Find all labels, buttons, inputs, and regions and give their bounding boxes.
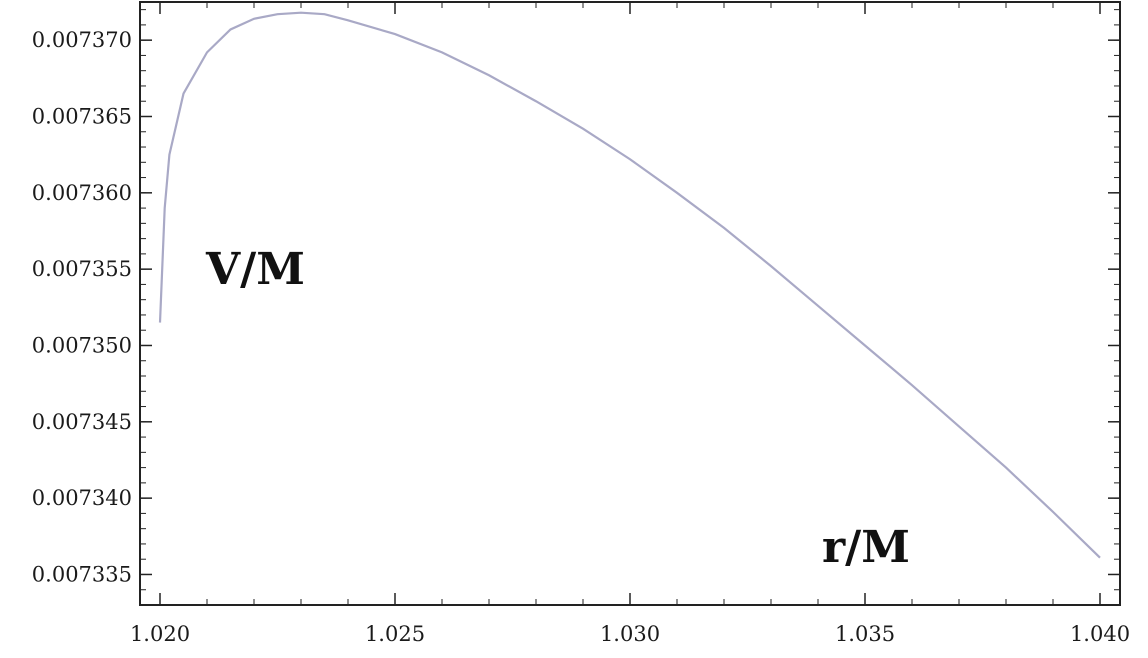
y-tick-label: 0.007350 <box>32 333 132 357</box>
y-tick-label: 0.007345 <box>32 410 132 434</box>
y-tick-label: 0.007360 <box>32 181 132 205</box>
x-tick-label: 1.030 <box>600 622 660 646</box>
x-axis-label: r/M <box>822 522 910 573</box>
y-tick-label: 0.007335 <box>32 562 132 586</box>
y-tick-label: 0.007370 <box>32 28 132 52</box>
y-tick-label: 0.007340 <box>32 486 132 510</box>
x-tick-label: 1.035 <box>835 622 895 646</box>
tick-marks <box>140 2 1120 606</box>
x-tick-label: 1.040 <box>1070 622 1130 646</box>
plot-frame <box>139 1 1121 606</box>
y-tick-label: 0.007355 <box>32 257 132 281</box>
x-tick-labels: 1.020 1.025 1.030 1.035 1.040 <box>130 622 1130 646</box>
y-axis-label: V/M <box>205 244 305 295</box>
x-tick-label: 1.025 <box>365 622 425 646</box>
y-tick-label: 0.007365 <box>32 104 132 128</box>
x-tick-label: 1.020 <box>130 622 190 646</box>
series-line <box>158 11 1101 559</box>
y-tick-labels: 0.007335 0.007340 0.007345 0.007350 0.007355… <box>32 28 132 586</box>
